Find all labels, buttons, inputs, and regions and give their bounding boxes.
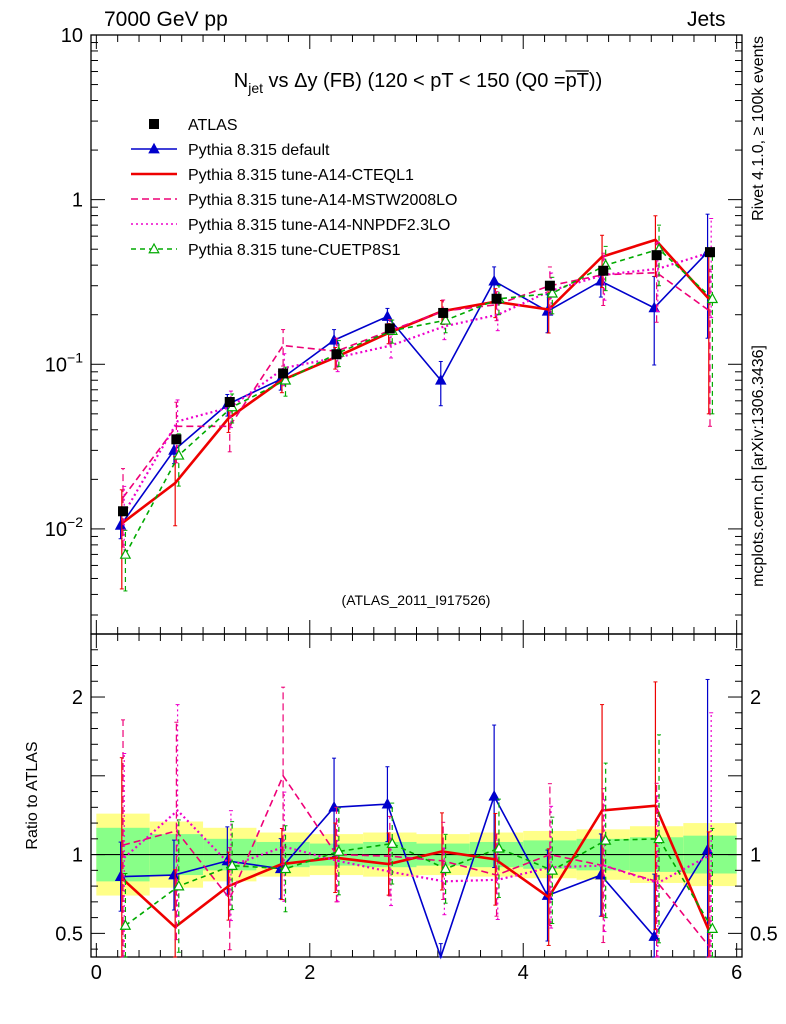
atlas-data-marker bbox=[384, 323, 395, 334]
atlas-data-marker bbox=[278, 368, 289, 379]
series-line bbox=[123, 251, 712, 514]
ratio-marker bbox=[333, 845, 345, 856]
atlas-data-marker bbox=[438, 307, 449, 318]
ratio-marker bbox=[226, 859, 238, 870]
series-marker bbox=[173, 449, 185, 460]
y-tick-label: 10 bbox=[61, 25, 83, 47]
header-right-label: Jets bbox=[687, 8, 726, 31]
legend-entry: Pythia 8.315 tune-A14-CTEQL1 bbox=[131, 167, 414, 184]
rivet-version-label: Rivet 4.1.0, ≥ 100k events bbox=[750, 36, 767, 221]
ratio-y-axis-label: Ratio to ATLAS bbox=[24, 741, 41, 849]
ratio-marker bbox=[386, 837, 398, 848]
series-marker bbox=[439, 314, 452, 325]
ratio-y-tick-label: 1 bbox=[72, 845, 83, 867]
series-marker bbox=[279, 373, 292, 385]
legend-label: Pythia 8.315 tune-CUETP8S1 bbox=[188, 242, 401, 259]
atlas-data-marker bbox=[331, 349, 342, 360]
legend-entry: ATLAS bbox=[149, 117, 238, 134]
mcplots-label: mcplots.cern.ch [arXiv:1306.3436] bbox=[750, 345, 767, 587]
ratio-marker bbox=[599, 834, 612, 845]
ratio-marker bbox=[488, 790, 500, 801]
header-left-label: 7000 GeV pp bbox=[104, 8, 228, 31]
series-line bbox=[121, 238, 710, 525]
x-tick-label: 6 bbox=[731, 962, 742, 984]
ratio-marker bbox=[706, 922, 719, 933]
series-ratio-2 bbox=[121, 686, 712, 958]
ratio-y-tick-label: 2 bbox=[72, 687, 83, 709]
atlas-data-marker bbox=[171, 434, 182, 445]
legend-marker bbox=[148, 142, 160, 154]
legend-marker bbox=[148, 242, 160, 254]
series-marker bbox=[381, 310, 394, 321]
ratio-marker bbox=[648, 930, 660, 941]
ratio-marker bbox=[493, 842, 505, 853]
y-tick-label: 10−1 bbox=[45, 349, 83, 376]
series-ratio-0 bbox=[114, 678, 714, 960]
ratio-marker bbox=[279, 862, 292, 874]
ratio-line bbox=[123, 808, 712, 885]
series-main-4 bbox=[119, 224, 719, 592]
series-marker bbox=[546, 287, 559, 298]
ratio-y-tick-label-right: 1 bbox=[750, 845, 761, 867]
ratio-line bbox=[120, 804, 710, 931]
series-main-3 bbox=[122, 218, 714, 557]
legend-label: Pythia 8.315 tune-A14-NNPDF2.3LO bbox=[188, 217, 450, 234]
ratio-marker bbox=[173, 879, 185, 891]
atlas-data-marker bbox=[544, 280, 555, 291]
ratio-plot-frame bbox=[90, 633, 743, 958]
atlas-data-points bbox=[118, 247, 715, 517]
legend-entry: Pythia 8.315 tune-A14-NNPDF2.3LO bbox=[131, 217, 450, 234]
ratio-y-tick-label-right: 0.5 bbox=[750, 923, 778, 945]
ratio-line bbox=[120, 794, 709, 960]
ratio-line bbox=[124, 838, 714, 930]
series-line bbox=[122, 271, 711, 499]
legend-label: ATLAS bbox=[188, 117, 238, 134]
ratio-marker bbox=[168, 868, 180, 880]
series-main-0 bbox=[114, 213, 714, 540]
series-marker bbox=[435, 373, 447, 385]
chart-title: Njet vs Δy (FB) (120 < pT < 150 (Q0 =pT)… bbox=[234, 70, 602, 96]
atlas-data-marker bbox=[651, 250, 662, 261]
series-ratio-4 bbox=[119, 734, 719, 958]
ratio-y-tick-label-right: 2 bbox=[750, 687, 761, 709]
ratio-marker bbox=[701, 843, 714, 855]
ratio-marker bbox=[546, 864, 559, 875]
ratio-marker bbox=[119, 919, 132, 930]
series-ratio-1 bbox=[119, 681, 711, 958]
legend-entry: Pythia 8.315 default bbox=[131, 142, 330, 159]
legend-label: Pythia 8.315 tune-A14-MSTW2008LO bbox=[188, 192, 457, 209]
series-main-1 bbox=[119, 215, 711, 590]
legend-data-marker bbox=[149, 119, 159, 129]
y-tick-label: 1 bbox=[72, 190, 83, 212]
series-line bbox=[119, 251, 709, 526]
x-tick-label: 4 bbox=[518, 962, 529, 984]
series-marker bbox=[706, 292, 719, 304]
ratio-marker bbox=[381, 797, 394, 809]
legend-label: Pythia 8.315 default bbox=[188, 142, 330, 159]
legend-label: Pythia 8.315 tune-A14-CTEQL1 bbox=[188, 167, 414, 184]
atlas-data-marker bbox=[118, 506, 129, 517]
ratio-marker bbox=[653, 832, 665, 844]
x-tick-label: 0 bbox=[91, 962, 102, 984]
ratio-y-tick-label: 0.5 bbox=[55, 923, 83, 945]
analysis-watermark: (ATLAS_2011_I917526) bbox=[342, 592, 491, 608]
series-ratio-3 bbox=[122, 704, 714, 958]
y-tick-label: 10−2 bbox=[45, 514, 83, 541]
series-line bbox=[124, 248, 713, 555]
atlas-data-marker bbox=[224, 397, 235, 408]
ratio-line bbox=[122, 774, 711, 949]
atlas-data-marker bbox=[491, 293, 502, 304]
series-marker bbox=[488, 274, 500, 286]
atlas-data-marker bbox=[598, 265, 609, 276]
series-main-2 bbox=[121, 243, 712, 548]
series-marker bbox=[119, 548, 132, 559]
legend-entry: Pythia 8.315 tune-CUETP8S1 bbox=[131, 242, 401, 259]
ratio-marker bbox=[439, 862, 452, 874]
x-tick-label: 2 bbox=[304, 962, 315, 984]
atlas-data-marker bbox=[704, 247, 715, 258]
legend-entry: Pythia 8.315 tune-A14-MSTW2008LO bbox=[131, 192, 457, 209]
